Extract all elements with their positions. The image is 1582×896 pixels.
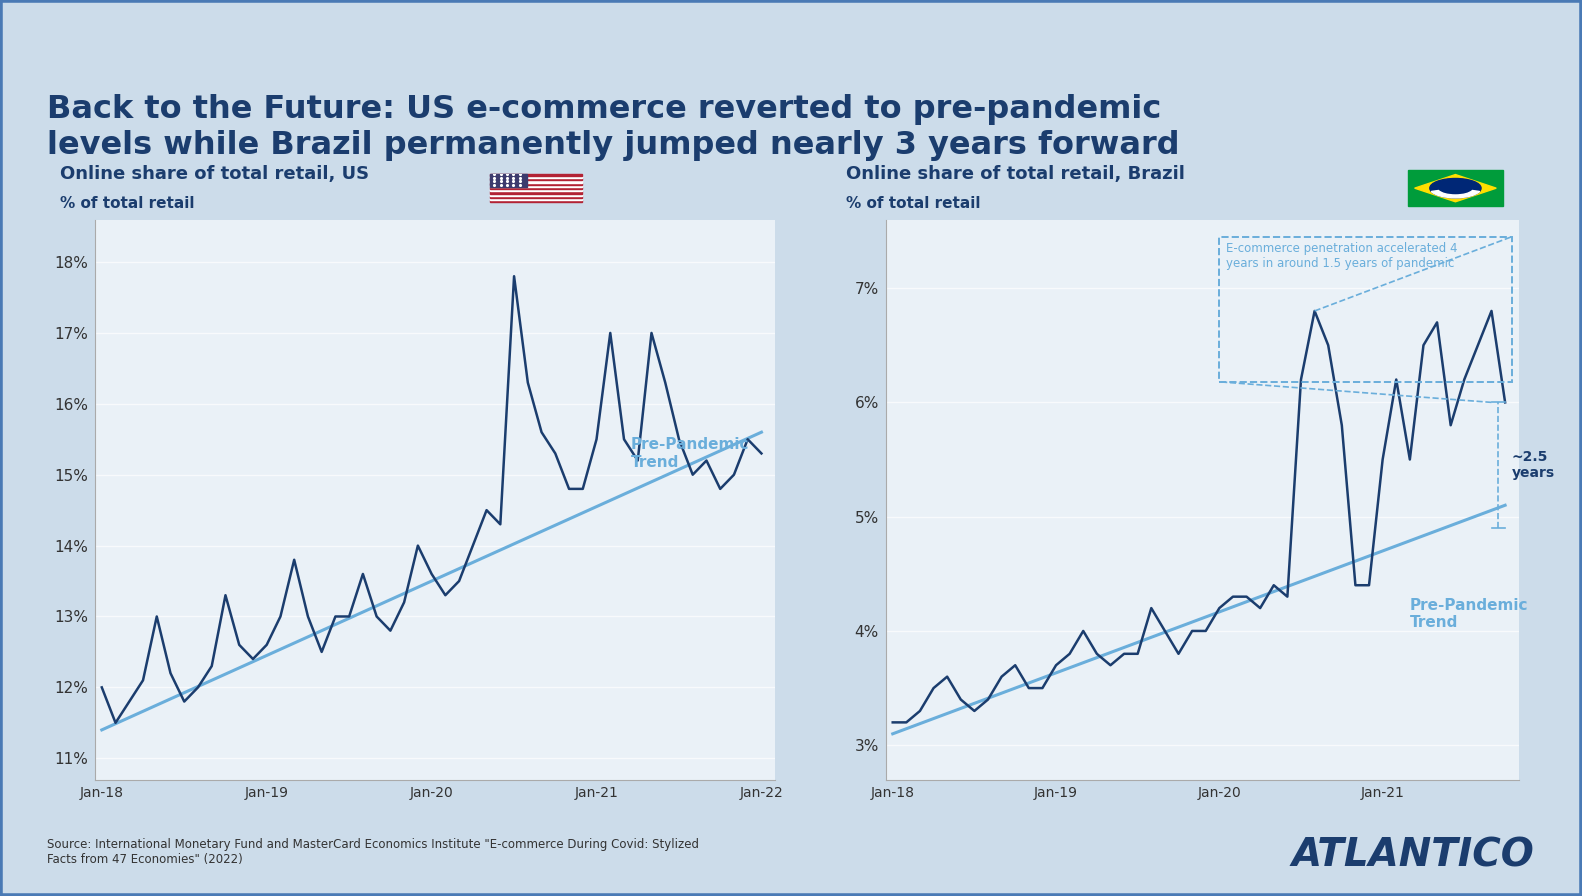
Text: levels while Brazil permanently jumped nearly 3 years forward: levels while Brazil permanently jumped n… bbox=[47, 130, 1180, 161]
Bar bbox=[490, 196, 582, 198]
Text: Online share of total retail, Brazil: Online share of total retail, Brazil bbox=[846, 165, 1185, 183]
Text: E-commerce penetration accelerated 4
years in around 1.5 years of pandemic: E-commerce penetration accelerated 4 yea… bbox=[1226, 243, 1457, 271]
Circle shape bbox=[1430, 178, 1481, 198]
Bar bbox=[490, 174, 527, 187]
Text: Source: International Monetary Fund and MasterCard Economics Institute "E-commer: Source: International Monetary Fund and … bbox=[47, 838, 699, 866]
Text: Pre-Pandemic
Trend: Pre-Pandemic Trend bbox=[1410, 598, 1528, 630]
Bar bbox=[490, 178, 582, 180]
Bar bbox=[490, 185, 582, 187]
Text: ATLANTICO: ATLANTICO bbox=[1292, 837, 1535, 874]
Bar bbox=[490, 187, 582, 189]
Bar bbox=[490, 180, 582, 183]
Text: Pre-Pandemic
Trend: Pre-Pandemic Trend bbox=[631, 437, 750, 470]
Wedge shape bbox=[1432, 191, 1479, 198]
Bar bbox=[490, 183, 582, 185]
Bar bbox=[490, 201, 582, 202]
Bar bbox=[1220, 237, 1512, 382]
Text: % of total retail: % of total retail bbox=[846, 196, 981, 211]
Text: Back to the Future: US e-commerce reverted to pre-pandemic: Back to the Future: US e-commerce revert… bbox=[47, 94, 1161, 125]
Bar bbox=[490, 192, 582, 194]
Polygon shape bbox=[1414, 175, 1497, 202]
Bar bbox=[490, 189, 582, 192]
Bar bbox=[490, 174, 582, 176]
Text: Online share of total retail, US: Online share of total retail, US bbox=[60, 165, 369, 183]
Bar bbox=[490, 194, 582, 196]
Text: ~2.5
years: ~2.5 years bbox=[1512, 450, 1555, 480]
Bar bbox=[490, 176, 582, 178]
Text: % of total retail: % of total retail bbox=[60, 196, 195, 211]
Bar bbox=[490, 198, 582, 201]
